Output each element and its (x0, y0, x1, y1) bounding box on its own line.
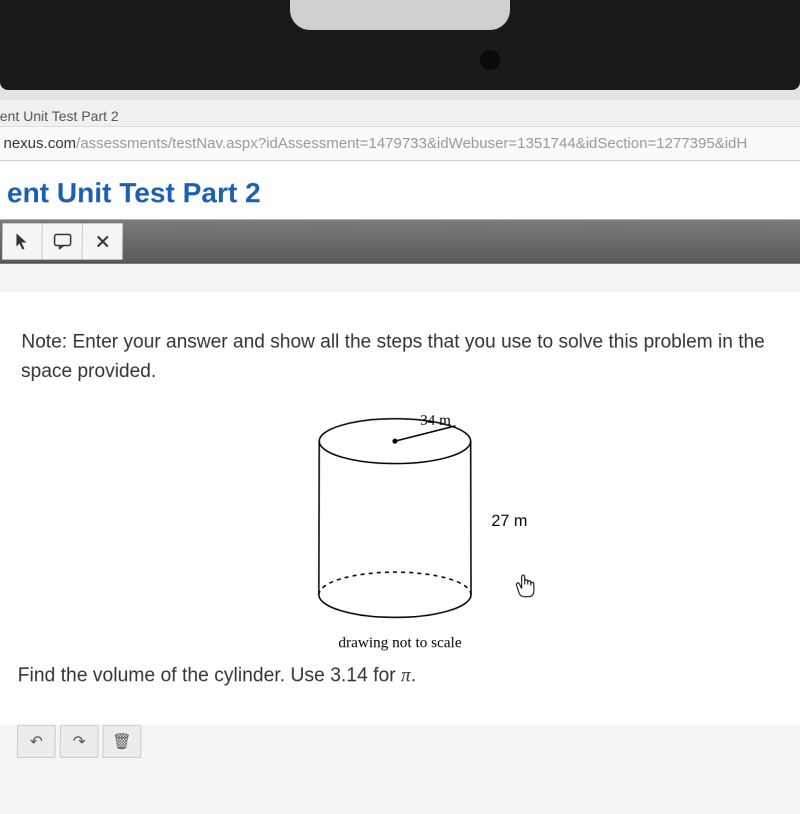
tab-title[interactable]: ent Unit Test Part 2 (0, 108, 119, 124)
figure-caption: drawing not to scale (18, 635, 782, 653)
hand-cursor-icon (514, 574, 534, 605)
delete-button[interactable]: 🗑 (102, 725, 141, 758)
cylinder-diagram: 34 m (298, 411, 501, 626)
redo-icon: ↷ (73, 732, 86, 751)
prompt-suffix: . (411, 665, 416, 687)
page-header: ent Unit Test Part 2 (0, 161, 800, 219)
laptop-frame (0, 0, 800, 90)
question-prompt: Find the volume of the cylinder. Use 3.1… (18, 665, 783, 688)
camera-dot (480, 50, 500, 70)
close-icon (95, 234, 109, 248)
question-toolbar (0, 219, 800, 263)
close-tool-button[interactable] (83, 223, 123, 259)
redo-button[interactable]: ↷ (60, 725, 99, 758)
editor-toolbar: ↶ ↷ 🗑 (0, 725, 800, 769)
pointer-tool-button[interactable] (2, 223, 43, 259)
prompt-pi: π (401, 665, 411, 687)
trash-icon: 🗑 (112, 732, 132, 751)
screen-area: ent Unit Test Part 2 nexus.com/assessmen… (0, 100, 800, 814)
url-domain: nexus.com (3, 135, 76, 152)
url-path: /assessments/testNav.aspx?idAssessment=1… (76, 135, 747, 152)
toolbar-inner (2, 223, 123, 259)
pointer-icon (15, 232, 29, 250)
note-icon (53, 233, 71, 249)
note-tool-button[interactable] (42, 223, 83, 259)
browser-tab-bar: ent Unit Test Part 2 (0, 100, 800, 127)
undo-button[interactable]: ↶ (17, 725, 56, 758)
question-instruction: Note: Enter your answer and show all the… (21, 328, 779, 386)
question-area: Note: Enter your answer and show all the… (0, 292, 800, 725)
figure-wrap: 34 m 27 m drawing not to scale (18, 411, 782, 653)
prompt-prefix: Find the volume of the cylinder. Use 3.1… (18, 665, 401, 687)
page-title: ent Unit Test Part 2 (7, 177, 793, 209)
undo-icon: ↶ (30, 732, 43, 751)
url-bar[interactable]: nexus.com/assessments/testNav.aspx?idAss… (0, 127, 800, 161)
diameter-label: 34 m (420, 413, 451, 429)
laptop-notch (290, 0, 510, 30)
height-label: 27 m (491, 513, 527, 531)
